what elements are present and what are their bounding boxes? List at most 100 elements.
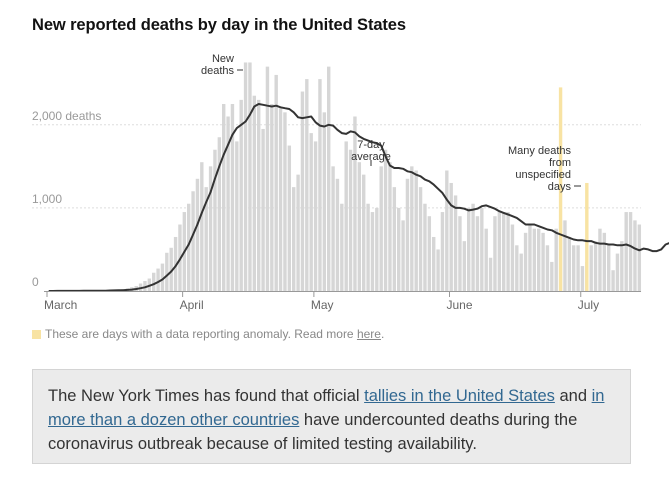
daily-bar <box>318 79 322 291</box>
daily-bar <box>191 191 195 291</box>
y-tick-label: 2,000 deaths <box>32 109 101 123</box>
daily-bar <box>480 207 484 291</box>
daily-bar <box>309 133 313 291</box>
daily-bar <box>348 149 353 291</box>
legend-text: These are days with a data reporting ano… <box>45 327 354 341</box>
anomaly-annotation: unspecified <box>515 169 571 181</box>
daily-bar <box>195 178 200 291</box>
daily-bar <box>484 228 488 291</box>
chart-title: New reported deaths by day in the United… <box>32 16 406 34</box>
daily-bar <box>187 203 191 291</box>
daily-bar <box>445 170 449 291</box>
daily-bar <box>506 212 510 291</box>
daily-bar <box>344 141 348 291</box>
y-axis-ticks: 0 1,000 2,000 deaths <box>32 109 101 289</box>
daily-bar <box>278 108 283 291</box>
daily-bar <box>169 247 173 291</box>
anomaly-swatch <box>32 330 41 339</box>
daily-bar <box>287 145 292 291</box>
anomaly-bar <box>585 182 589 291</box>
daily-bar <box>620 241 624 291</box>
daily-bar <box>270 104 274 291</box>
daily-bar <box>453 195 458 291</box>
x-tick-label: June <box>447 298 473 312</box>
daily-bar <box>165 252 169 291</box>
daily-bar <box>449 182 453 291</box>
daily-bar <box>261 128 265 291</box>
daily-bar <box>204 187 208 291</box>
daily-bar <box>388 162 392 291</box>
daily-bar <box>300 91 305 291</box>
daily-bar <box>222 104 226 291</box>
daily-bar <box>545 245 550 291</box>
daily-bar <box>523 232 528 291</box>
daily-bar <box>265 66 270 291</box>
daily-bar <box>292 187 296 291</box>
daily-bar <box>637 224 642 291</box>
daily-bar <box>528 224 532 291</box>
daily-bar <box>580 266 585 291</box>
daily-bar <box>598 228 602 291</box>
x-tick-label: March <box>44 298 77 312</box>
daily-bar <box>230 104 235 291</box>
anomaly-annotation: Many deaths <box>508 145 571 157</box>
other-countries-link[interactable]: in more than a dozen other countries <box>48 387 605 429</box>
daily-bar <box>440 212 445 291</box>
daily-bar <box>305 79 309 291</box>
daily-bar <box>252 95 257 291</box>
x-tick-label: April <box>180 298 204 312</box>
daily-bar <box>340 203 344 291</box>
daily-bar <box>550 261 554 291</box>
anomaly-annotation: from <box>549 157 571 169</box>
daily-bar <box>353 116 357 291</box>
daily-bar <box>405 178 410 291</box>
daily-bar <box>257 99 261 292</box>
daily-bar <box>497 212 502 291</box>
daily-bar <box>239 99 243 292</box>
daily-bar <box>493 216 497 291</box>
daily-bar <box>475 216 480 291</box>
daily-bar <box>397 207 401 291</box>
daily-bar <box>602 232 607 291</box>
daily-bar <box>519 253 523 291</box>
anomaly-annotation: days <box>548 181 572 193</box>
daily-bar <box>226 116 230 291</box>
daily-bar <box>379 166 383 291</box>
anomaly-bars <box>558 87 589 292</box>
daily-bar <box>357 162 362 291</box>
daily-bar <box>160 263 165 291</box>
daily-bar <box>331 166 335 291</box>
daily-bar <box>462 241 467 291</box>
daily-bar <box>467 207 471 291</box>
us-tallies-link[interactable]: tallies in the United States <box>364 387 555 405</box>
daily-bar <box>510 224 515 291</box>
daily-bar <box>427 216 432 291</box>
new-deaths-annotation: New <box>212 53 234 65</box>
seven-day-average-line <box>48 103 669 292</box>
daily-bar <box>200 162 204 291</box>
daily-bar <box>313 141 318 291</box>
daily-bar <box>436 249 440 291</box>
daily-bar <box>607 245 611 291</box>
daily-bar <box>532 228 537 291</box>
daily-bar <box>515 245 519 291</box>
daily-bar <box>217 137 222 291</box>
daily-bar <box>173 236 178 291</box>
daily-bar <box>335 178 340 291</box>
deaths-chart: 0 1,000 2,000 deaths March April May June July… <box>32 53 669 312</box>
daily-bar <box>213 149 217 291</box>
daily-bar <box>593 241 598 291</box>
y-tick-label: 1,000 <box>32 192 62 206</box>
daily-bar <box>471 203 475 291</box>
daily-bar <box>432 236 436 291</box>
daily-bar <box>589 245 593 291</box>
daily-bar <box>156 268 160 291</box>
daily-bar <box>554 228 558 291</box>
x-tick-label: May <box>311 298 334 312</box>
daily-bar <box>537 228 541 291</box>
daily-bar <box>383 149 388 291</box>
read-more-link[interactable]: here <box>356 327 381 341</box>
daily-bar <box>274 74 278 292</box>
daily-bar <box>624 212 628 291</box>
